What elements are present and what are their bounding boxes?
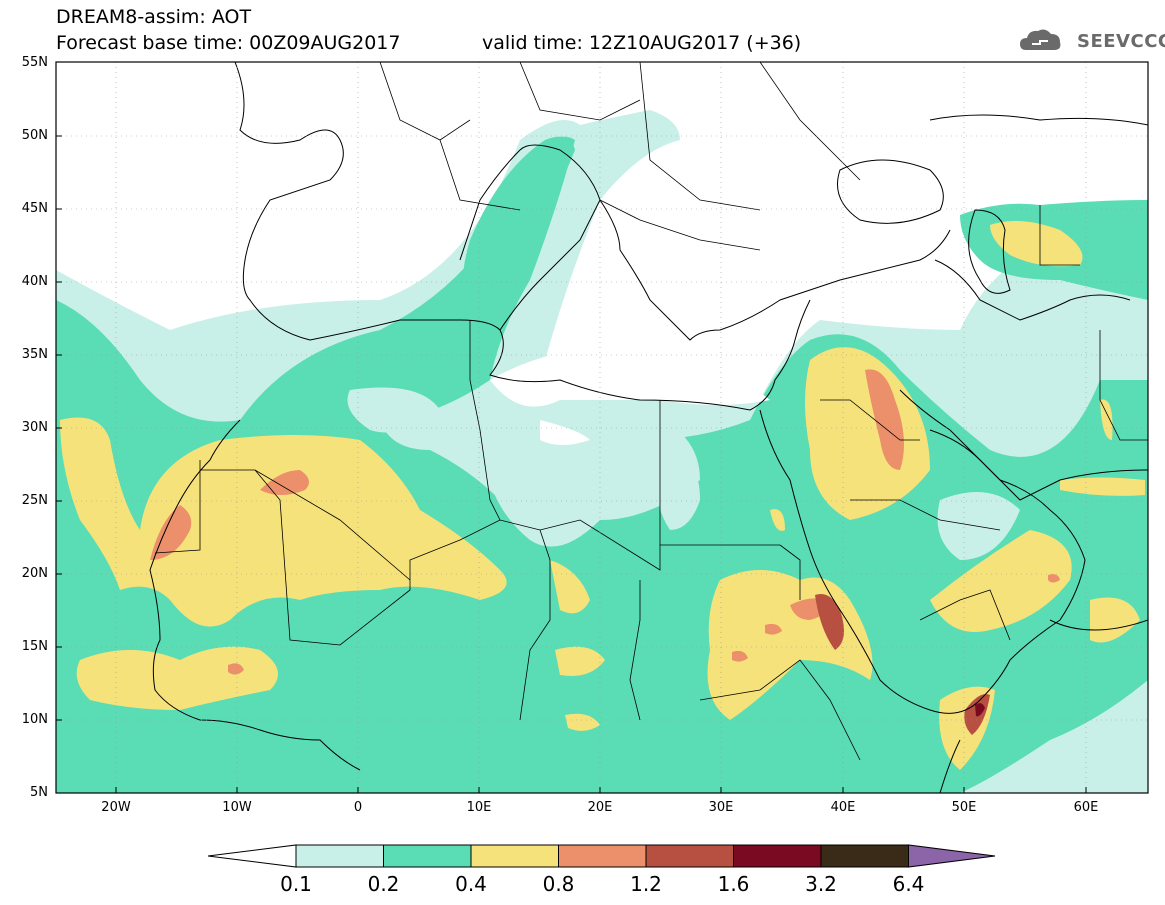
aot-clear-sea	[490, 348, 770, 445]
lat-label: 25N	[21, 493, 48, 508]
inland-seas	[837, 114, 1148, 294]
lat-label: 45N	[21, 201, 48, 216]
coastlines	[149, 62, 1148, 793]
aot-band-1.6	[975, 703, 985, 717]
colorbar-label: 3.2	[805, 872, 837, 896]
lon-label: 20W	[101, 800, 131, 815]
lon-label: 10W	[222, 800, 252, 815]
lat-label: 10N	[21, 712, 48, 727]
forecast-base-time: Forecast base time: 00Z09AUG2017	[56, 32, 401, 54]
valid-time: valid time: 12Z10AUG2017 (+36)	[482, 32, 802, 54]
lat-label: 30N	[21, 420, 48, 435]
colorbar-label: 1.2	[630, 872, 662, 896]
colorbar-label: 0.8	[542, 872, 575, 896]
logo-text: SEEVCCC	[1077, 31, 1165, 52]
lon-label: 50E	[951, 800, 977, 815]
lat-label: 40N	[21, 274, 48, 289]
aot-band-0.4	[60, 221, 1145, 770]
colorbar-label: 0.1	[280, 872, 312, 896]
lon-label: 60E	[1073, 800, 1099, 815]
axis-ticks	[56, 135, 1087, 793]
cloud-icon	[1020, 29, 1061, 50]
lon-label: 10E	[466, 800, 492, 815]
lat-label: 50N	[21, 128, 48, 143]
lat-label: 15N	[21, 639, 48, 654]
colorbar-label: 0.4	[455, 872, 487, 896]
map-title: DREAM8-assim: AOT	[56, 6, 252, 28]
lon-label: 30E	[708, 800, 734, 815]
colorbar-label: 0.2	[367, 872, 400, 896]
lat-label: 20N	[21, 566, 48, 581]
graticule	[56, 62, 1148, 793]
lon-label: 0	[353, 800, 363, 815]
lon-label: 20E	[587, 800, 613, 815]
lat-label: 5N	[30, 785, 48, 800]
country-borders	[154, 62, 1148, 761]
lat-label: 35N	[21, 347, 48, 362]
aot-low-patches	[347, 352, 1100, 560]
lat-label: 55N	[21, 55, 48, 70]
colorbar-label: 1.6	[717, 872, 750, 896]
colorbar-label: 6.4	[892, 872, 925, 896]
lon-label: 40E	[830, 800, 856, 815]
